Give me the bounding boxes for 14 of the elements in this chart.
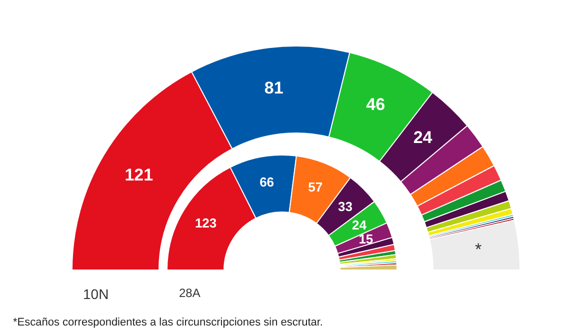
- data-label: 46: [366, 95, 386, 114]
- data-label: 24: [352, 217, 368, 232]
- data-label: 66: [260, 174, 274, 190]
- data-label: 33: [338, 199, 353, 214]
- data-label: 57: [308, 179, 323, 194]
- data-label: 81: [264, 78, 284, 98]
- text: 10N: [83, 286, 109, 302]
- text: *Escaños correspondientes a las circunscripciones sin escrutar.: [13, 316, 323, 328]
- data-label: 15: [358, 231, 374, 246]
- text: 28A: [179, 286, 200, 300]
- data-label: *: [475, 240, 482, 259]
- data-label: 123: [194, 216, 217, 231]
- data-label: 121: [124, 166, 154, 185]
- data-label: 24: [413, 128, 433, 147]
